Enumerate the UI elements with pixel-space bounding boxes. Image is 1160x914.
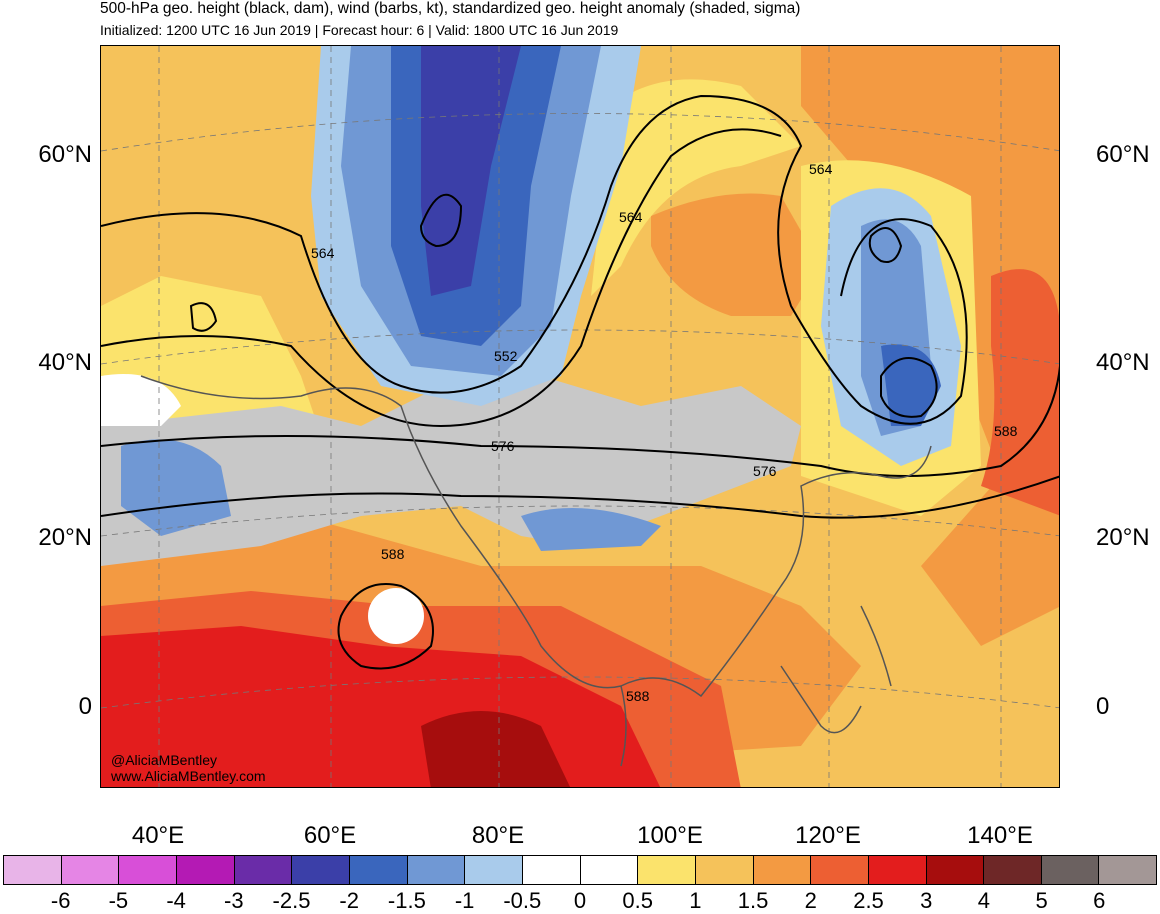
map-panel: 564 564 564 552 576 576 588 588 588 @Ali… [100,45,1060,788]
lon-label: 120°E [795,822,861,849]
lat-label-right: 60°N [1096,141,1150,168]
colorbar-swatch [580,856,639,884]
contour-label: 588 [994,423,1018,439]
colorbar-tick-label: -6 [50,888,71,913]
colorbar-swatch [926,856,985,884]
shading-blue-west [121,439,231,536]
colorbar-swatch [868,856,927,884]
colorbar [3,855,1157,885]
colorbar-tick-label: 0.5 [622,888,653,913]
height-contours [101,94,1059,670]
chart-title: 500-hPa geo. height (black, dam), wind (… [100,0,801,17]
contour-label: 588 [381,546,405,562]
lat-label-right: 0 [1096,693,1110,720]
lat-label-left: 0 [78,693,92,720]
credit-handle: @AliciaMBentley [111,752,218,768]
colorbar-tick-label: 5 [1035,888,1048,913]
colorbar-tick-label: -0.5 [503,888,542,913]
credit-site: www.AliciaMBentley.com [111,768,266,784]
contour-label: 552 [494,348,518,364]
shading-darkred [421,711,571,787]
lon-label: 60°E [303,822,357,849]
colorbar-swatch [638,856,696,884]
contour-label: 576 [491,438,515,454]
colorbar-tick-label: 2.5 [853,888,884,913]
colorbar-swatch [61,856,120,884]
colorbar-swatch [753,856,812,884]
colorbar-tick-label: -3 [224,888,244,913]
colorbar-tick-label: 0 [573,888,587,913]
colorbar-swatch [1041,856,1100,884]
graticule [101,46,1059,787]
colorbar-tick-label: 6 [1093,888,1106,913]
colorbar-swatch [984,856,1042,884]
map-canvas: 564 564 564 552 576 576 588 588 588 [101,46,1059,787]
lon-label: 140°E [967,822,1033,849]
colorbar-tick-label: 1 [689,888,702,913]
contour-label: 588 [626,688,650,704]
chart-subtitle: Initialized: 1200 UTC 16 Jun 2019 | Fore… [100,22,619,38]
shading-yellow-north [591,79,801,296]
colorbar-tick-label: 4 [977,888,991,913]
shading-red-west-pacific [981,269,1059,516]
shading-blue-dark-east [881,344,941,426]
lat-label-left: 20°N [38,524,92,551]
colorbar-swatch [695,856,754,884]
contour-label: 564 [809,161,833,177]
colorbar-swatch [176,856,235,884]
colorbar-swatch [292,856,350,884]
contour-label-group: 564 564 564 552 576 576 588 588 588 [311,161,1018,704]
contour-label: 576 [753,463,777,479]
colorbar-tick-label: 1.5 [737,888,769,913]
lon-label: 40°E [131,822,185,849]
colorbar-swatch [349,856,408,884]
lat-label-right: 20°N [1096,524,1150,551]
colorbar-tick-label: -2.5 [272,888,311,913]
colorbar-swatch [465,856,523,884]
colorbar-swatch [119,856,177,884]
contour-label: 564 [311,245,335,261]
colorbar-tick-label: -5 [108,888,129,913]
colorbar-tick-label: -1 [454,888,475,913]
colorbar-tick-label: -1.5 [387,888,426,913]
colorbar-tick-label: -2 [339,888,359,913]
lon-label: 100°E [637,822,703,849]
shading-white-low [368,588,424,644]
lon-label: 80°E [471,822,525,849]
colorbar-swatch [407,856,466,884]
coastlines [140,375,932,767]
colorbar-tick-label: -4 [166,888,186,913]
colorbar-swatch [811,856,869,884]
colorbar-swatch [522,856,581,884]
shading-blue-deep-central [421,46,521,296]
colorbar-tick-label: 2 [804,888,817,913]
colorbar-tick-label: 3 [920,888,933,913]
lat-label-right: 40°N [1096,349,1150,376]
colorbar-swatch [4,856,62,884]
contour-label: 564 [619,209,643,225]
lat-label-left: 60°N [38,141,92,168]
colorbar-swatch [234,856,293,884]
shading-white-trough [101,374,181,426]
shading-blue-tibet [521,508,661,551]
lat-label-left: 40°N [38,349,92,376]
colorbar-swatch [1099,856,1157,884]
